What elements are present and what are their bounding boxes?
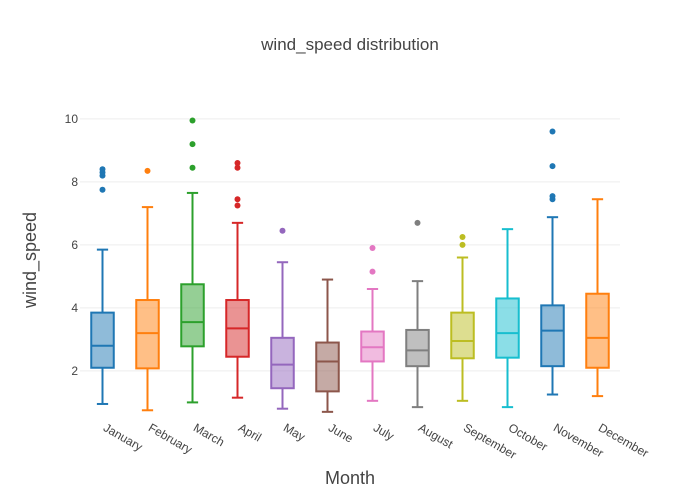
box-august — [405, 219, 430, 409]
iqr-box — [90, 311, 115, 369]
iqr-box — [315, 341, 340, 393]
outlier-point — [549, 163, 556, 170]
outlier-point — [414, 219, 421, 226]
y-tick-label: 2 — [71, 364, 78, 378]
x-axis-title: Month — [325, 468, 375, 488]
x-tick-label: July — [371, 420, 396, 443]
outlier-point — [549, 193, 556, 200]
x-tick-label: February — [146, 420, 195, 456]
box-november — [540, 128, 565, 396]
box-december — [585, 198, 610, 398]
x-tick-label: March — [191, 420, 227, 449]
iqr-box — [180, 283, 205, 348]
iqr-box — [495, 297, 520, 359]
x-tick-label: January — [101, 420, 145, 453]
x-tick-label: June — [326, 420, 356, 445]
iqr-box — [270, 336, 295, 390]
y-tick-label: 6 — [71, 238, 78, 252]
box-september — [450, 234, 475, 402]
outlier-point — [549, 128, 556, 135]
box-january — [90, 166, 115, 405]
y-axis-ticks: 2 4 6 8 10 — [65, 112, 79, 378]
x-tick-label: April — [236, 420, 264, 444]
x-tick-label: November — [551, 420, 606, 460]
outlier-point — [99, 186, 106, 193]
outlier-point — [99, 166, 106, 173]
outlier-point — [369, 245, 376, 252]
outlier-point — [189, 117, 196, 124]
outlier-point — [234, 160, 241, 166]
outlier-point — [189, 164, 196, 171]
iqr-box — [540, 304, 565, 368]
outlier-point — [279, 227, 286, 234]
box-october — [495, 228, 520, 409]
chart-title: wind_speed distribution — [260, 35, 439, 54]
box-may — [270, 227, 295, 410]
y-tick-label: 4 — [71, 301, 78, 315]
iqr-box — [405, 328, 430, 368]
box-june — [315, 278, 340, 413]
box-series — [90, 117, 610, 413]
box-july — [360, 245, 385, 402]
y-tick-label: 10 — [65, 112, 79, 126]
y-tick-label: 8 — [71, 175, 78, 189]
box-april — [225, 160, 250, 399]
x-tick-label: August — [416, 420, 456, 451]
iqr-box — [135, 299, 160, 370]
outlier-point — [234, 196, 241, 203]
outlier-point — [234, 202, 241, 209]
outlier-point — [144, 167, 151, 174]
outlier-point — [459, 234, 466, 241]
x-tick-label: May — [281, 420, 308, 443]
outlier-point — [369, 268, 376, 275]
iqr-box — [585, 292, 610, 369]
iqr-box — [450, 311, 475, 360]
outlier-point — [189, 141, 196, 148]
box-february — [135, 167, 160, 412]
outlier-point — [459, 241, 466, 248]
x-tick-label: December — [596, 420, 651, 460]
box-march — [180, 117, 205, 404]
outlier-point — [234, 164, 241, 171]
gridlines — [80, 118, 620, 372]
y-axis-title: wind_speed — [20, 212, 41, 309]
